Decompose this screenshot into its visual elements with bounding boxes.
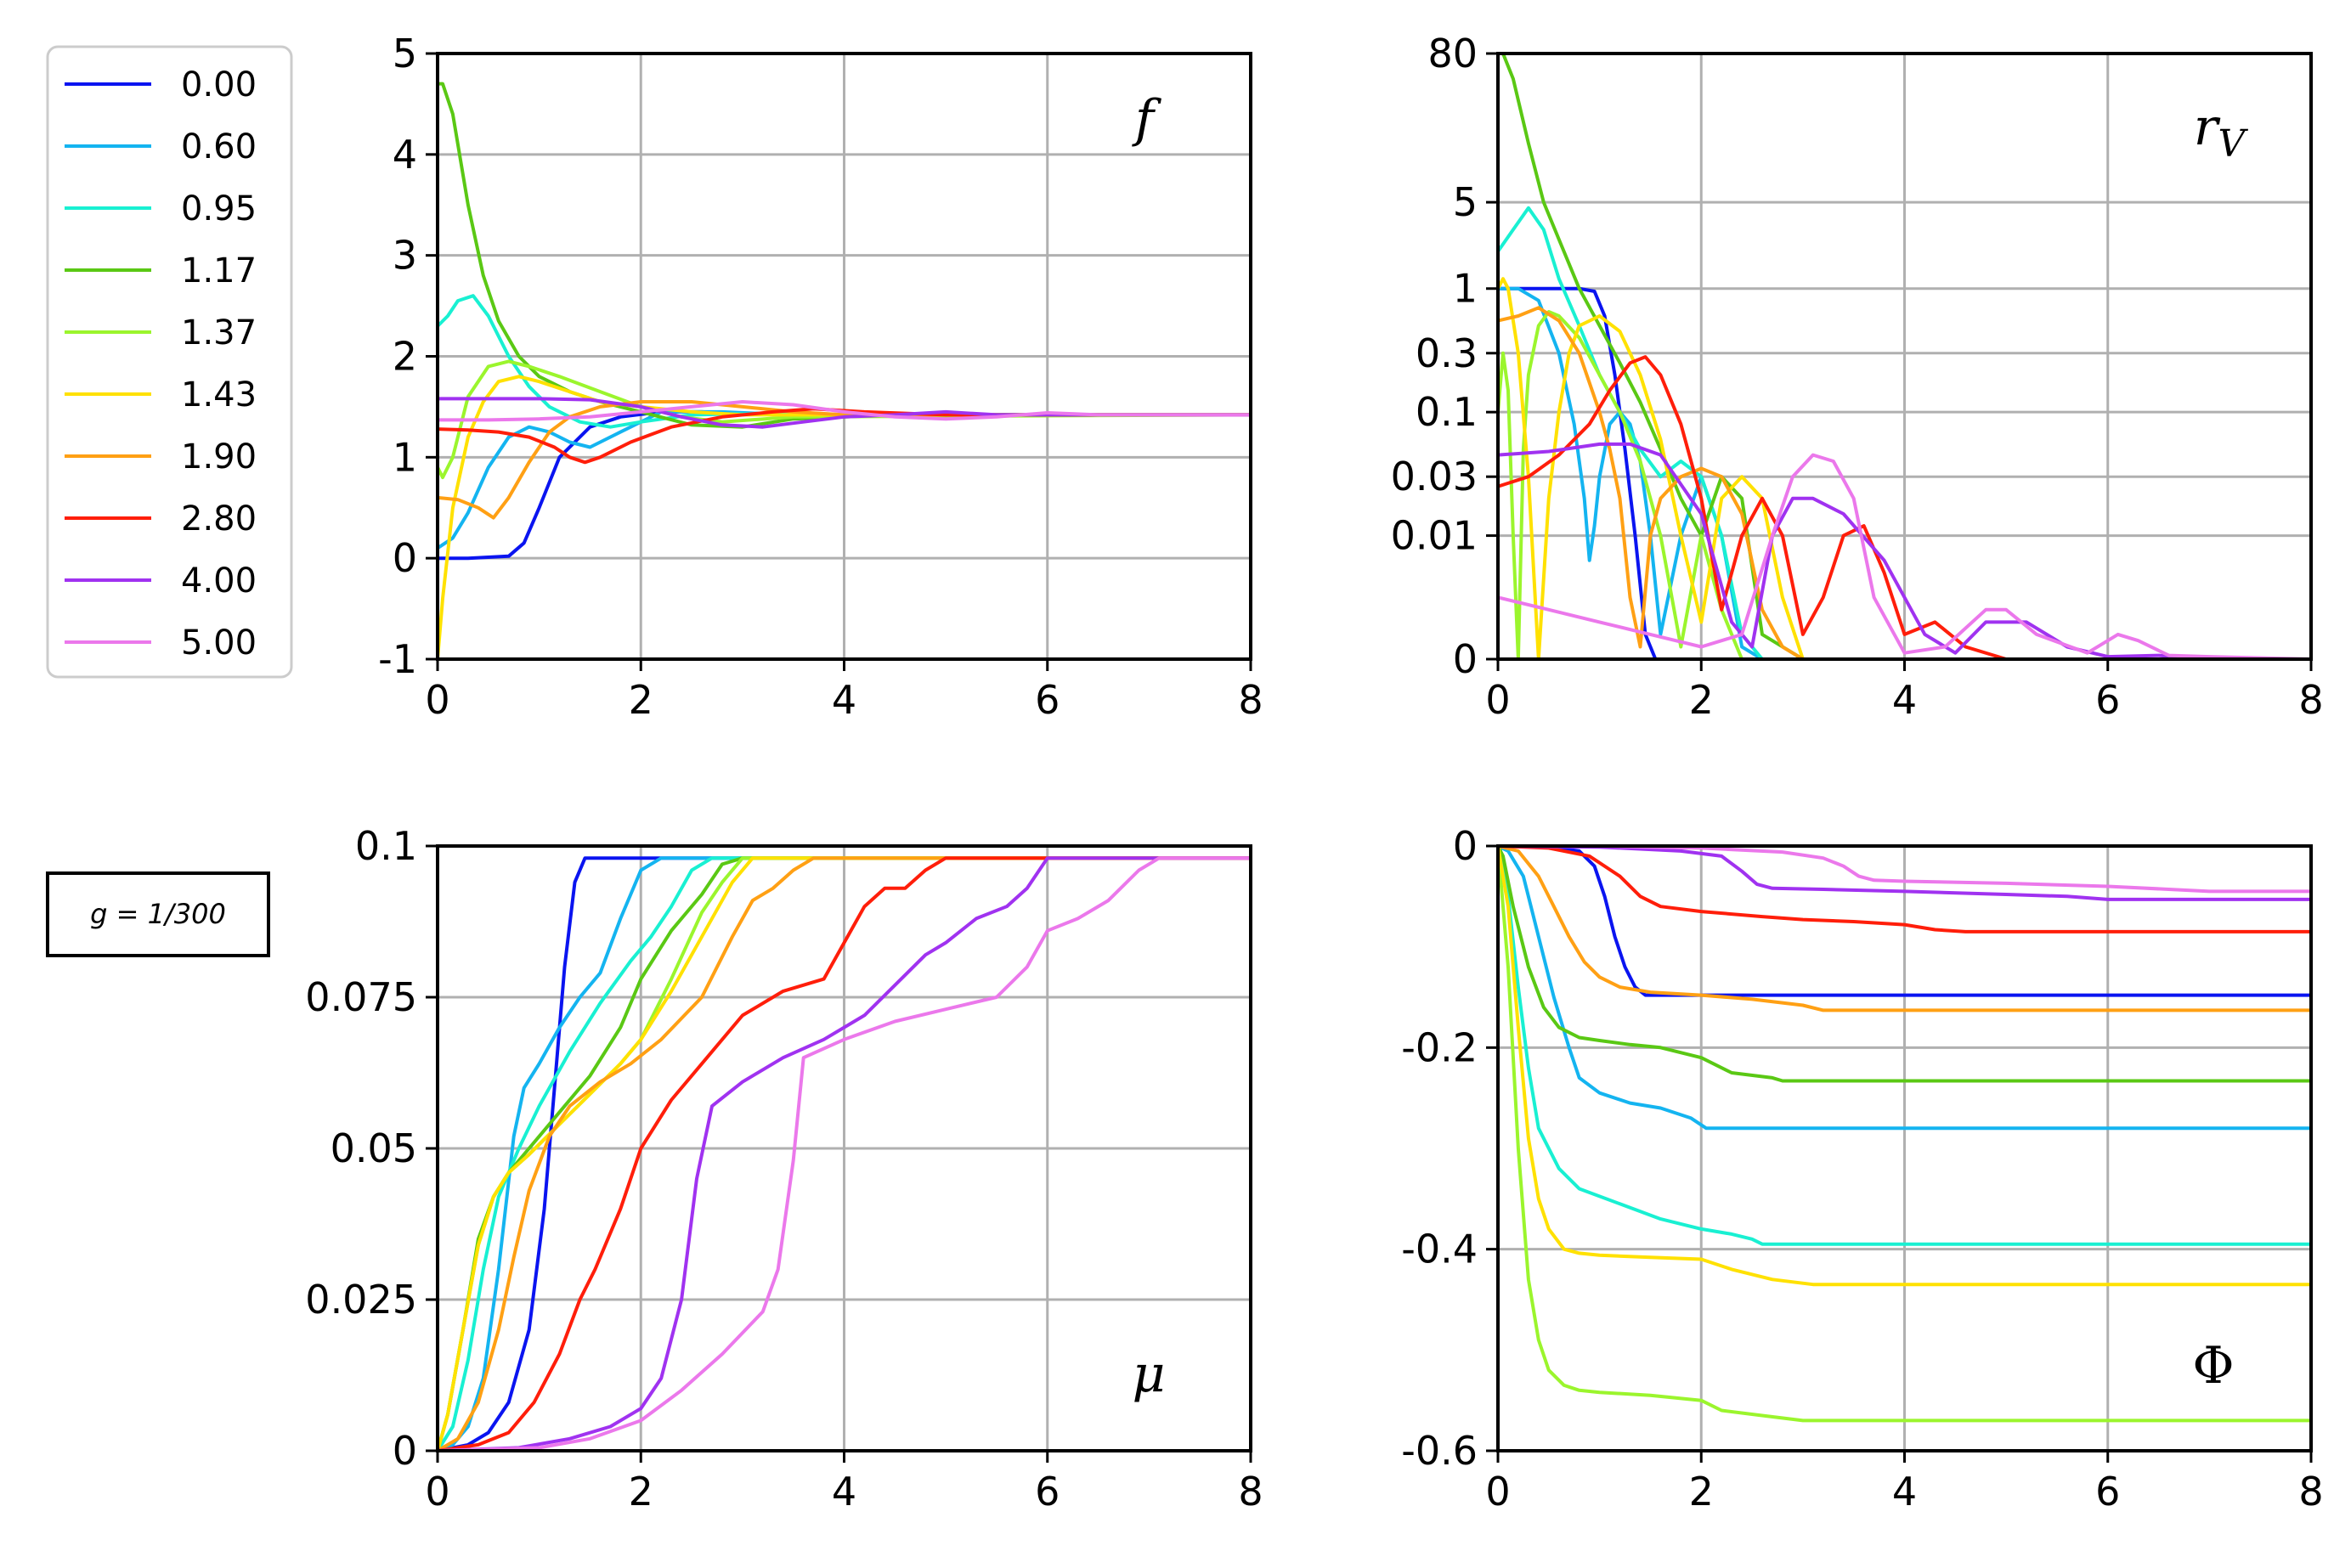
y-tick-label: 1	[393, 434, 417, 480]
x-tick-label: 0	[1485, 677, 1510, 723]
legend-label: 0.95	[181, 189, 257, 228]
panel-mu: 0 2 4 6 8 0 0.025 0.05 0.075 0.1 μ	[305, 823, 1263, 1514]
legend-label: 1.43	[181, 375, 257, 415]
series-line-1-37	[1498, 310, 1744, 661]
annotation-frame	[46, 871, 270, 957]
series-line-1-17	[438, 82, 1251, 429]
x-tick-label: 6	[2095, 1469, 2120, 1514]
y-tick-label: 4	[393, 132, 417, 178]
series-line-2-80	[1498, 844, 2311, 933]
y-tick-label: 0	[1453, 823, 1478, 869]
series-line-1-17	[1498, 844, 2311, 1083]
y-tick-label: 0.1	[355, 823, 417, 869]
y-tick-label: 1	[1453, 266, 1478, 312]
panel-title: μ	[1133, 1345, 1166, 1404]
series-line-2-80	[438, 856, 1251, 1452]
legend-label: 4.00	[181, 561, 257, 601]
x-tick-label: 8	[2298, 677, 2323, 723]
y-tick-label: 0.03	[1391, 454, 1478, 499]
y-tick-label: 0.1	[1416, 389, 1478, 435]
legend-label: 5.00	[181, 623, 257, 663]
series-line-5-00	[1498, 844, 2311, 894]
series-line-1-90	[438, 856, 1251, 1452]
x-tick-label: 4	[1892, 677, 1917, 723]
y-tick-label: 80	[1427, 31, 1478, 76]
x-tick-label: 2	[629, 677, 653, 723]
x-tick-label: 0	[425, 1469, 449, 1514]
series-line-1-37	[438, 359, 1251, 480]
series-line-4-00	[1498, 844, 2311, 901]
panel-phi: 0 2 4 6 8 -0.6 -0.4 -0.2 0 Φ	[1401, 823, 2323, 1514]
y-tick-label: 0	[1453, 636, 1478, 682]
series-line-0-95	[1498, 844, 2311, 1246]
x-tick-label: 4	[832, 1469, 856, 1514]
panel-title: rV	[2194, 98, 2249, 166]
x-tick-label: 2	[629, 1469, 653, 1514]
y-tick-label: 0	[393, 535, 417, 581]
series-line-0-95	[1498, 206, 1805, 661]
series-line-1-43	[438, 375, 1251, 661]
y-tick-label: 5	[1453, 179, 1478, 225]
y-tick-label: 3	[393, 233, 417, 279]
x-tick-label: 8	[1238, 1469, 1263, 1514]
x-tick-label: 4	[1892, 1469, 1917, 1514]
x-tick-label: 6	[1035, 1469, 1060, 1514]
legend-label: 0.00	[181, 65, 257, 104]
y-tick-label: 0	[393, 1428, 417, 1474]
x-tick-label: 2	[1689, 677, 1714, 723]
x-tick-label: 8	[1238, 677, 1263, 723]
y-tick-label: 5	[393, 31, 417, 76]
series-line-0-60	[1498, 844, 2311, 1131]
series-line-1-90	[1498, 306, 1805, 661]
legend-label: 2.80	[181, 499, 257, 539]
legend-label: 1.90	[181, 437, 257, 477]
x-tick-label: 2	[1689, 1469, 1714, 1514]
y-tick-label: 0.3	[1416, 330, 1478, 376]
series-line-1-43	[1498, 277, 1825, 661]
y-tick-label: 0.05	[331, 1125, 417, 1171]
annotation-label: g = 1/300	[90, 898, 226, 930]
series-line-4-00	[438, 397, 1251, 429]
y-tick-label: 0.075	[305, 974, 417, 1020]
x-tick-label: 0	[425, 677, 449, 723]
annotation-box: g = 1/300	[46, 871, 270, 957]
series-line-1-17	[1498, 52, 1805, 661]
series-line-1-43	[438, 856, 1251, 1452]
legend-label: 1.37	[181, 313, 257, 353]
y-tick-label: 0.025	[305, 1277, 417, 1323]
legend-label: 1.17	[181, 251, 257, 290]
panel-title: Φ	[2192, 1336, 2234, 1396]
series-line-5-00	[438, 400, 1251, 422]
x-tick-label: 6	[2095, 677, 2120, 723]
y-tick-label: 2	[393, 334, 417, 380]
series-line-5-00	[438, 856, 1251, 1452]
panel-title-bg	[1126, 95, 1163, 148]
series-line-1-37	[1498, 844, 2311, 1423]
y-tick-label: -0.2	[1401, 1024, 1478, 1070]
series-line-1-43	[1498, 844, 2311, 1287]
x-tick-label: 4	[832, 677, 856, 723]
series-line-2-80	[1498, 355, 2009, 661]
y-tick-label: -0.6	[1401, 1428, 1478, 1474]
series-line-0-00	[1498, 844, 2311, 997]
series-line-4-00	[438, 856, 1251, 1452]
y-tick-label: 0.01	[1391, 513, 1478, 559]
series-line-1-90	[1498, 844, 2311, 1012]
legend: 0.00 0.60 0.95 1.17 1.37 1.43 1.90 2.80 4.00 5.00	[46, 45, 293, 679]
y-tick-label: -1	[378, 636, 417, 682]
legend-label: 0.60	[181, 127, 257, 166]
series-line-0-95	[438, 856, 1251, 1452]
y-tick-label: -0.4	[1401, 1227, 1478, 1272]
series-line-5-00	[1498, 453, 2311, 661]
x-tick-label: 0	[1485, 1469, 1510, 1514]
x-tick-label: 6	[1035, 677, 1060, 723]
x-tick-label: 8	[2298, 1469, 2323, 1514]
series-line-4-00	[1498, 442, 2212, 661]
